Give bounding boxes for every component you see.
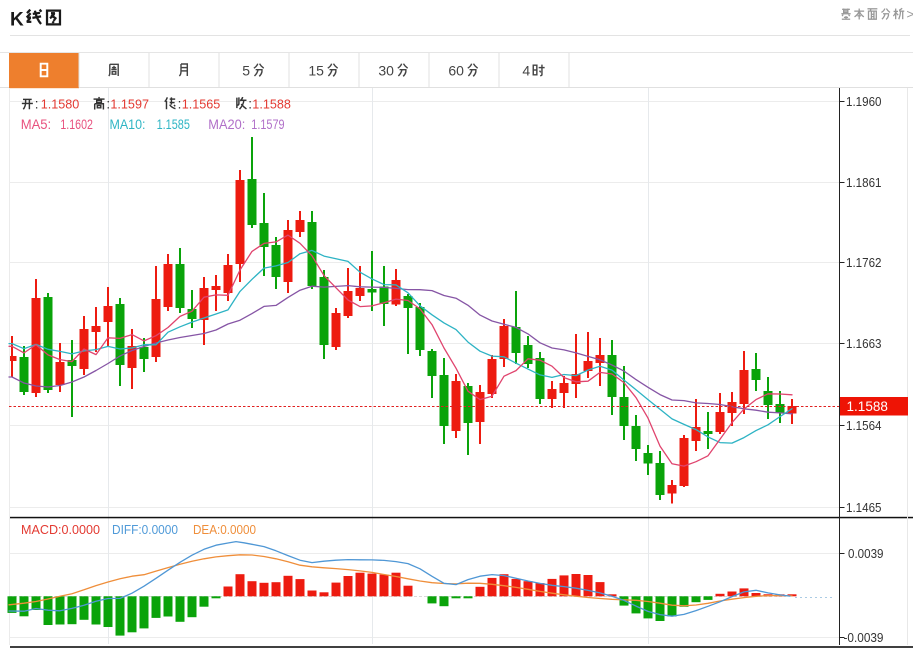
svg-text:1.1762: 1.1762 (846, 256, 882, 270)
svg-text:4: 4 (522, 63, 530, 79)
svg-text:1.1663: 1.1663 (846, 337, 882, 351)
svg-text:1.1861: 1.1861 (846, 176, 882, 190)
svg-text:5: 5 (242, 63, 250, 79)
svg-text:>: > (907, 7, 913, 22)
svg-text:30: 30 (378, 63, 394, 79)
svg-text:MACD:0.0000: MACD:0.0000 (21, 522, 100, 537)
svg-text:MA10:: MA10: (110, 117, 146, 132)
svg-text:K: K (10, 10, 24, 31)
svg-text:1.1580: 1.1580 (41, 96, 80, 111)
svg-text:DEA:0.0000: DEA:0.0000 (193, 522, 256, 537)
svg-text:1.1579: 1.1579 (251, 117, 284, 132)
svg-text:1.1588: 1.1588 (252, 96, 291, 111)
svg-text:DIFF:0.0000: DIFF:0.0000 (112, 522, 178, 537)
svg-text:1.1602: 1.1602 (60, 117, 93, 132)
svg-text:1.1588: 1.1588 (847, 399, 889, 414)
svg-text:60: 60 (448, 63, 464, 79)
svg-text:0.0039: 0.0039 (848, 547, 884, 561)
svg-text:MA5:: MA5: (21, 117, 52, 132)
svg-text:1.1960: 1.1960 (846, 95, 882, 109)
svg-text:1.1585: 1.1585 (157, 117, 190, 132)
svg-text::: : (35, 96, 39, 111)
svg-text:1.1465: 1.1465 (846, 501, 882, 515)
svg-text:MA20:: MA20: (208, 117, 245, 132)
svg-text:15: 15 (308, 63, 324, 79)
svg-text:1.1564: 1.1564 (846, 419, 882, 433)
svg-text:1.1565: 1.1565 (182, 96, 221, 111)
svg-text:-0.0039: -0.0039 (844, 631, 884, 645)
svg-text:1.1597: 1.1597 (110, 96, 149, 111)
